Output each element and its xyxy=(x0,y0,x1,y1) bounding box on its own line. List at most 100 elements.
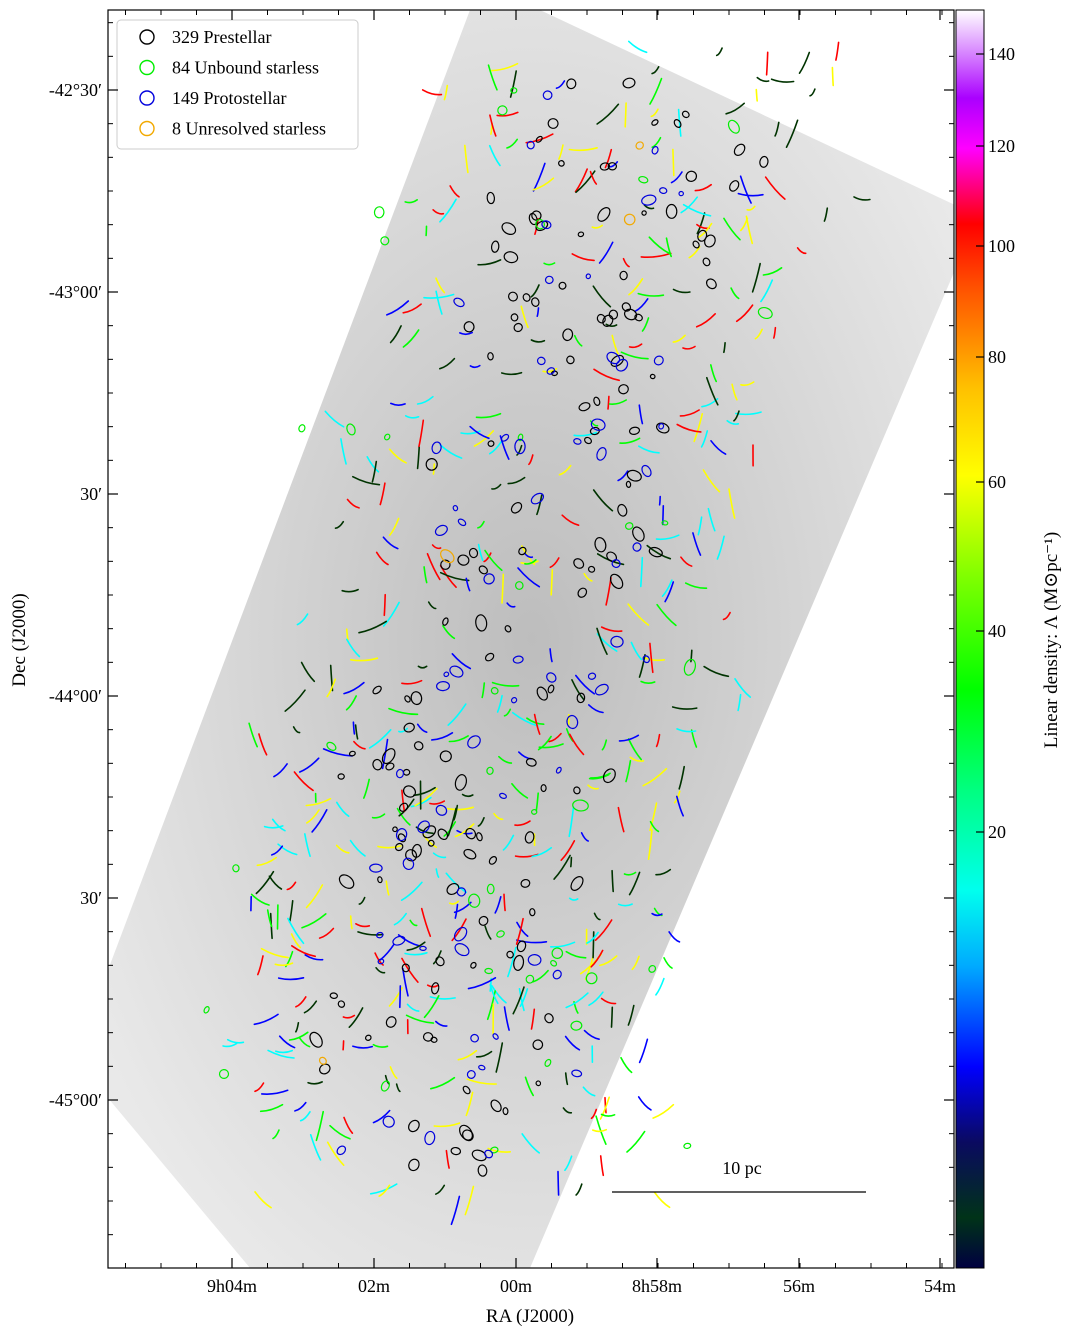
filament-segment xyxy=(379,482,386,506)
core-marker-2 xyxy=(658,423,665,430)
core-marker-0 xyxy=(446,882,460,896)
core-marker-0 xyxy=(506,950,514,959)
filament-segment xyxy=(353,740,366,750)
filament-segment xyxy=(661,579,673,597)
filament-segment xyxy=(518,988,525,1012)
filament-segment xyxy=(796,247,807,255)
filament-segment xyxy=(511,783,529,799)
core-marker-0 xyxy=(623,308,638,321)
filament-segment xyxy=(386,300,410,316)
filament-segment xyxy=(562,1107,573,1114)
filament-segment xyxy=(278,1035,296,1049)
filament-segment xyxy=(284,689,306,712)
core-marker-2 xyxy=(436,680,450,692)
filament-segment xyxy=(617,470,629,482)
filament-segment xyxy=(638,404,644,425)
core-marker-0 xyxy=(462,1085,471,1095)
filament-segment xyxy=(256,856,277,867)
filament-segment xyxy=(672,334,686,343)
core-marker-0 xyxy=(484,652,495,662)
filament-segment xyxy=(785,119,799,148)
filament-segment xyxy=(592,931,595,959)
core-marker-2 xyxy=(434,524,448,537)
filament-segment xyxy=(466,1078,497,1085)
filament-segment xyxy=(378,943,395,962)
core-marker-2 xyxy=(642,655,651,664)
core-marker-1 xyxy=(551,947,564,959)
core-marker-0 xyxy=(372,758,383,771)
legend-label-2: 149 Protostellar xyxy=(172,88,287,108)
core-marker-2 xyxy=(402,857,415,871)
core-marker-2 xyxy=(541,220,552,230)
filament-segment xyxy=(307,1081,323,1085)
filament-segment xyxy=(715,47,723,57)
core-marker-2 xyxy=(466,1070,476,1079)
core-marker-0 xyxy=(329,992,338,1000)
filament-segment xyxy=(491,483,502,490)
filament-segment xyxy=(649,77,663,105)
filament-segment xyxy=(537,735,552,751)
core-marker-2 xyxy=(678,190,684,197)
core-marker-0 xyxy=(522,293,531,302)
filament-segment xyxy=(570,856,573,868)
core-marker-1 xyxy=(232,864,240,873)
core-marker-1 xyxy=(298,424,306,433)
filament-segment xyxy=(663,957,673,969)
core-marker-1 xyxy=(683,658,697,676)
filament-segment xyxy=(473,430,495,447)
filament-segment xyxy=(583,572,593,582)
core-marker-1 xyxy=(638,175,649,184)
core-marker-0 xyxy=(535,135,543,143)
filament-segment xyxy=(489,984,499,1005)
core-marker-2 xyxy=(632,542,642,552)
filament-segment xyxy=(502,834,515,851)
filament-segment xyxy=(549,648,553,663)
filament-segment xyxy=(451,653,472,670)
filament-segment xyxy=(524,559,537,565)
filament-segment xyxy=(618,734,640,742)
filament-segment xyxy=(754,328,763,340)
core-marker-2 xyxy=(419,945,427,952)
colorbar-tick-label: 80 xyxy=(988,347,1006,367)
core-marker-0 xyxy=(656,422,670,434)
filament-segment xyxy=(640,252,672,258)
filament-segment xyxy=(586,931,599,944)
filament-segment xyxy=(623,871,637,876)
core-marker-0 xyxy=(705,278,717,290)
core-marker-2 xyxy=(610,635,624,648)
filament-segment xyxy=(682,203,712,217)
filament-segment xyxy=(398,727,408,733)
filament-segment xyxy=(451,918,467,942)
filament-segment xyxy=(291,945,316,958)
core-marker-2 xyxy=(571,1069,583,1078)
filament-segment xyxy=(358,896,366,905)
filament-segment xyxy=(371,460,378,483)
core-marker-0 xyxy=(425,458,438,471)
filament-segment xyxy=(429,800,446,805)
core-marker-2 xyxy=(587,672,597,680)
filament-segment xyxy=(439,444,463,459)
filament-segment xyxy=(431,732,454,741)
filament-segment xyxy=(564,1155,573,1171)
filament-segment xyxy=(432,209,445,215)
filament-segment xyxy=(565,992,589,1009)
filament-segment xyxy=(608,399,627,405)
legend-label-1: 84 Unbound starless xyxy=(172,58,319,78)
filament-segment xyxy=(382,601,400,627)
filament-segment xyxy=(564,1072,569,1086)
colorbar-tick-label: 60 xyxy=(988,472,1006,492)
core-marker-0 xyxy=(431,982,440,995)
core-marker-0 xyxy=(450,1146,462,1156)
filament-segment xyxy=(506,602,516,608)
core-marker-2 xyxy=(457,518,467,527)
x-tick-label: 8h58m xyxy=(632,1276,682,1296)
filament-segment xyxy=(299,1111,311,1122)
core-marker-2 xyxy=(615,358,629,372)
filament-segment xyxy=(641,317,650,332)
core-marker-0 xyxy=(665,203,678,219)
core-marker-2 xyxy=(395,768,405,779)
core-marker-0 xyxy=(622,77,636,89)
filament-segment xyxy=(620,351,649,360)
filament-network xyxy=(222,40,871,1226)
filament-segment xyxy=(619,437,641,444)
